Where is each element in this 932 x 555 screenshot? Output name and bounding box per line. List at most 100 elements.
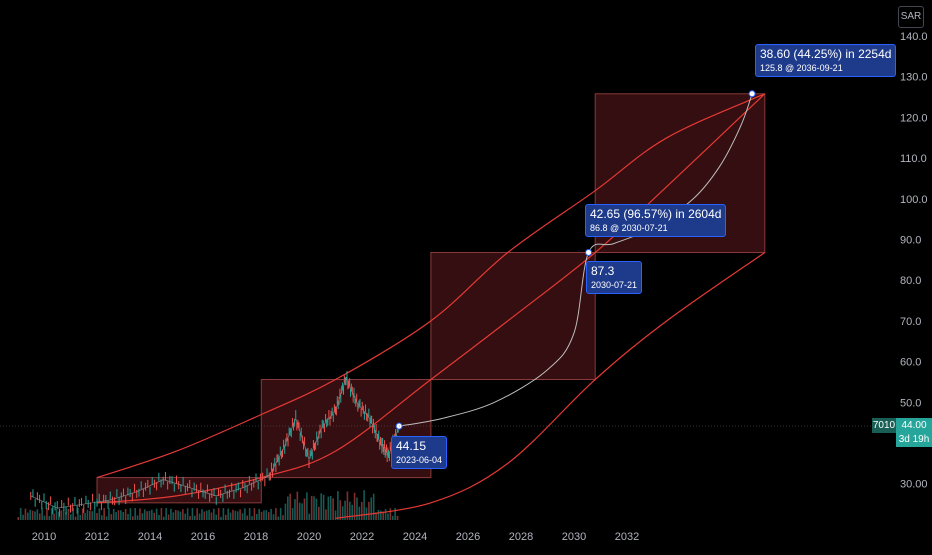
volume-bar [50, 508, 53, 520]
volume-bar [115, 512, 117, 520]
volume-bar [89, 510, 91, 520]
volume-bar [363, 490, 365, 520]
volume-bar [170, 508, 172, 520]
volume-bar [382, 511, 385, 520]
volume-bar [296, 491, 299, 520]
volume-bar [322, 494, 325, 520]
volume-bar [81, 508, 84, 520]
volume-bar [55, 509, 58, 520]
point-callout-current[interactable]: 44.15 2023-06-04 [391, 436, 448, 469]
volume-bar [208, 509, 210, 520]
volume-bar [313, 496, 315, 520]
volume-bar [58, 511, 60, 520]
volume-bar [329, 495, 332, 520]
volume-bar [303, 498, 306, 520]
volume-bar [282, 515, 284, 520]
volume-bar [270, 508, 272, 520]
volume-bar [165, 508, 167, 520]
volume-bar [298, 502, 301, 520]
projection-anchor-point[interactable] [748, 90, 756, 98]
volume-bar [65, 512, 67, 520]
x-axis-tick-label: 2024 [403, 531, 427, 543]
x-axis-tick-label: 2026 [456, 531, 480, 543]
volume-bar [325, 509, 327, 520]
volume-bar [232, 509, 234, 520]
currency-label[interactable]: SAR [898, 6, 924, 28]
volume-bar [162, 516, 165, 520]
volume-bar [394, 508, 396, 520]
volume-bar [27, 512, 29, 520]
y-axis-tick-label: 90.0 [900, 235, 921, 247]
volume-bar [217, 508, 220, 520]
volume-bar [246, 515, 249, 520]
volume-bar [344, 500, 346, 520]
volume-bar [129, 508, 132, 520]
volume-bar [341, 506, 344, 520]
channel-lower-line[interactable] [335, 252, 766, 519]
volume-bar [29, 509, 32, 520]
volume-bar [84, 512, 86, 520]
volume-bar [332, 498, 334, 520]
callout-top-target: 125.8 @ 2036-09-21 [760, 63, 843, 73]
volume-bar [368, 501, 370, 520]
x-axis-tick-label: 2028 [509, 531, 533, 543]
volume-bar [17, 517, 20, 520]
volume-bar [339, 500, 342, 520]
volume-bar [112, 508, 115, 520]
volume-bar [69, 514, 72, 520]
point-callout-2030[interactable]: 87.3 2030-07-21 [586, 261, 643, 294]
volume-bar [151, 509, 153, 520]
volume-bar [346, 491, 349, 520]
volume-bar [74, 516, 77, 520]
volume-bar [306, 492, 308, 520]
volume-bar [275, 508, 277, 520]
volume-bar [38, 513, 41, 520]
callout-middle-target: 86.8 @ 2030-07-21 [590, 223, 668, 233]
volume-bar [100, 515, 103, 520]
volume-bar [196, 508, 198, 520]
volume-bar [41, 508, 43, 520]
volume-bar [337, 491, 339, 520]
channel-middle-line[interactable] [96, 93, 766, 504]
volume-bar [377, 509, 380, 520]
volume-bar [387, 513, 389, 520]
volume-bar [358, 506, 361, 520]
projection-callout-top[interactable]: 38.60 (44.25%) in 2254d 125.8 @ 2036-09-… [755, 44, 897, 77]
volume-bar [318, 506, 320, 520]
volume-bar [77, 508, 79, 520]
x-axis-tick-label: 2032 [615, 531, 639, 543]
volume-bar [227, 508, 229, 520]
volume-bar [310, 495, 313, 520]
volume-bar [327, 496, 330, 520]
volume-bar [213, 508, 215, 520]
volume-bar [141, 513, 144, 520]
projection-curve[interactable] [399, 93, 753, 427]
volume-bar [384, 509, 387, 520]
volume-bar [177, 510, 179, 520]
channel-upper-line[interactable] [96, 93, 766, 479]
volume-bar [301, 503, 303, 520]
volume-bar [375, 512, 377, 520]
volume-bar [263, 510, 265, 520]
volume-bar [31, 510, 34, 520]
projection-anchor-point[interactable] [585, 249, 593, 257]
volume-bar [291, 507, 294, 520]
volume-bar [182, 509, 184, 520]
current-point-price: 44.15 [396, 439, 427, 453]
volume-bar [36, 509, 39, 520]
volume-bar [131, 516, 134, 520]
projection-callout-middle[interactable]: 42.65 (96.57%) in 2604d 86.8 @ 2030-07-2… [585, 204, 727, 237]
volume-bar [46, 508, 48, 520]
volume-bar [220, 516, 222, 520]
volume-bar [284, 503, 287, 520]
volume-bar [143, 509, 146, 520]
x-axis-tick-label: 2014 [138, 531, 162, 543]
volume-bar [189, 515, 191, 520]
volume-bar [265, 510, 268, 520]
volume-bar [287, 496, 289, 520]
volume-bar [98, 508, 101, 520]
volume-bar [186, 508, 189, 520]
volume-bar [279, 508, 282, 520]
